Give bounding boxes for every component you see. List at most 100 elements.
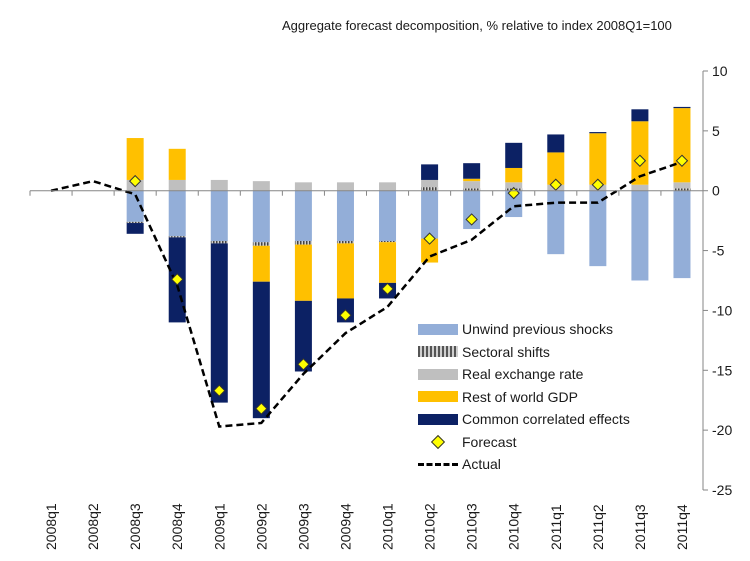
x-tick-label: 2010q4 [506,503,522,550]
bar-segment [252,190,270,243]
legend-label-cce: Common correlated effects [462,411,630,428]
x-tick-label: 2008q3 [127,503,143,550]
x-tick-label: 2011q4 [674,504,690,550]
legend-item-rer: Real exchange rate [418,363,630,386]
bar-segment [379,242,397,283]
legend-swatch-row-gdp [418,391,458,403]
bar-segment [336,182,354,191]
legend-swatch-sectoral [418,346,458,358]
actual-line [50,160,683,428]
legend-label-actual: Actual [462,456,501,473]
bar-segment [294,190,312,241]
bar-segment [252,281,270,419]
y-tick-label: -15 [712,362,732,378]
y-tick-label: -25 [712,482,732,498]
forecast-point [675,154,689,167]
x-tick-label: 2011q2 [590,504,606,550]
bar-segment [673,188,691,191]
bar-segment [547,134,565,153]
legend: Unwind previous shocks Sectoral shifts R… [418,318,630,476]
bar-segment [294,240,312,245]
forecast-point [297,358,310,371]
bar-segment [631,121,649,185]
forecast-point [339,309,352,322]
bar-segment [673,190,691,279]
x-tick-label: 2009q2 [253,503,269,550]
bar-segment [463,181,481,189]
forecast-point [171,273,184,286]
bar-segment [294,244,312,301]
bar-segment [252,245,270,282]
forecast-point [465,213,478,226]
legend-swatch-forecast [418,434,458,449]
x-tick-label: 2010q1 [380,503,396,550]
bar-segment [547,190,565,255]
x-tick-label: 2009q4 [337,503,353,550]
legend-item-actual: Actual [418,453,630,476]
x-tick-label: 2008q1 [43,503,59,550]
bar-segment [589,133,607,185]
bar-segment [168,236,186,238]
x-tick-label: 2011q3 [632,504,648,550]
bar-segment [210,240,228,244]
forecast-point [255,402,268,415]
bar-segment [421,179,439,188]
bar-segment [336,243,354,299]
legend-label-unwind: Unwind previous shocks [462,321,613,338]
forecast-point [423,232,436,245]
legend-label-row-gdp: Rest of world GDP [462,388,578,405]
bar-segment [294,182,312,191]
legend-swatch-rer [418,368,458,380]
legend-item-cce: Common correlated effects [418,408,630,431]
bar-segment [379,182,397,191]
bar-segment [421,190,439,239]
forecast-point [213,384,226,397]
y-tick-label: -5 [712,243,725,259]
bar-segment [168,148,186,180]
legend-item-row-gdp: Rest of world GDP [418,386,630,409]
bar-segment [252,242,270,246]
y-tick-label: -20 [712,422,732,438]
legend-swatch-actual [418,462,458,466]
bar-segment [463,163,481,179]
y-tick-label: 10 [712,63,728,79]
bar-segment [505,142,523,168]
bar-segment [126,190,144,222]
bar-segment [463,188,481,191]
y-tick-label: -10 [712,302,732,318]
bar-segment [631,109,649,122]
bar-segment [336,240,354,244]
bar-segment [379,240,397,243]
bar-segment [463,178,481,182]
legend-item-sectoral: Sectoral shifts [418,341,630,364]
bar-segment [294,300,312,372]
bar-segment [421,164,439,180]
bar-segment [673,108,691,183]
forecast-point [633,154,647,167]
x-tick-label: 2010q3 [464,503,480,550]
chart-title: Aggregate forecast decomposition, % rela… [282,18,672,33]
bar-segment [421,187,439,191]
bar-segment [673,182,691,189]
x-tick-label: 2008q2 [85,503,101,550]
x-tick-label: 2009q1 [211,503,227,550]
legend-swatch-cce [418,413,458,425]
forecast-point [381,282,394,296]
bar-segment [210,243,228,403]
forecast-markers [128,154,689,415]
bar-segment [252,181,270,191]
bar-segment [379,190,397,241]
bar-segment [126,221,144,224]
bar-segment [505,167,523,183]
bar-segment [589,190,607,267]
legend-label-rer: Real exchange rate [462,366,584,383]
actual-series-line [50,160,683,428]
x-tick-label: 2011q1 [548,504,564,550]
bar-segment [673,106,691,109]
forecast-point [128,174,142,188]
legend-item-forecast: Forecast [418,431,630,454]
bar-segment [336,190,354,241]
legend-label-sectoral: Sectoral shifts [462,343,550,360]
bar-segment [126,138,144,180]
